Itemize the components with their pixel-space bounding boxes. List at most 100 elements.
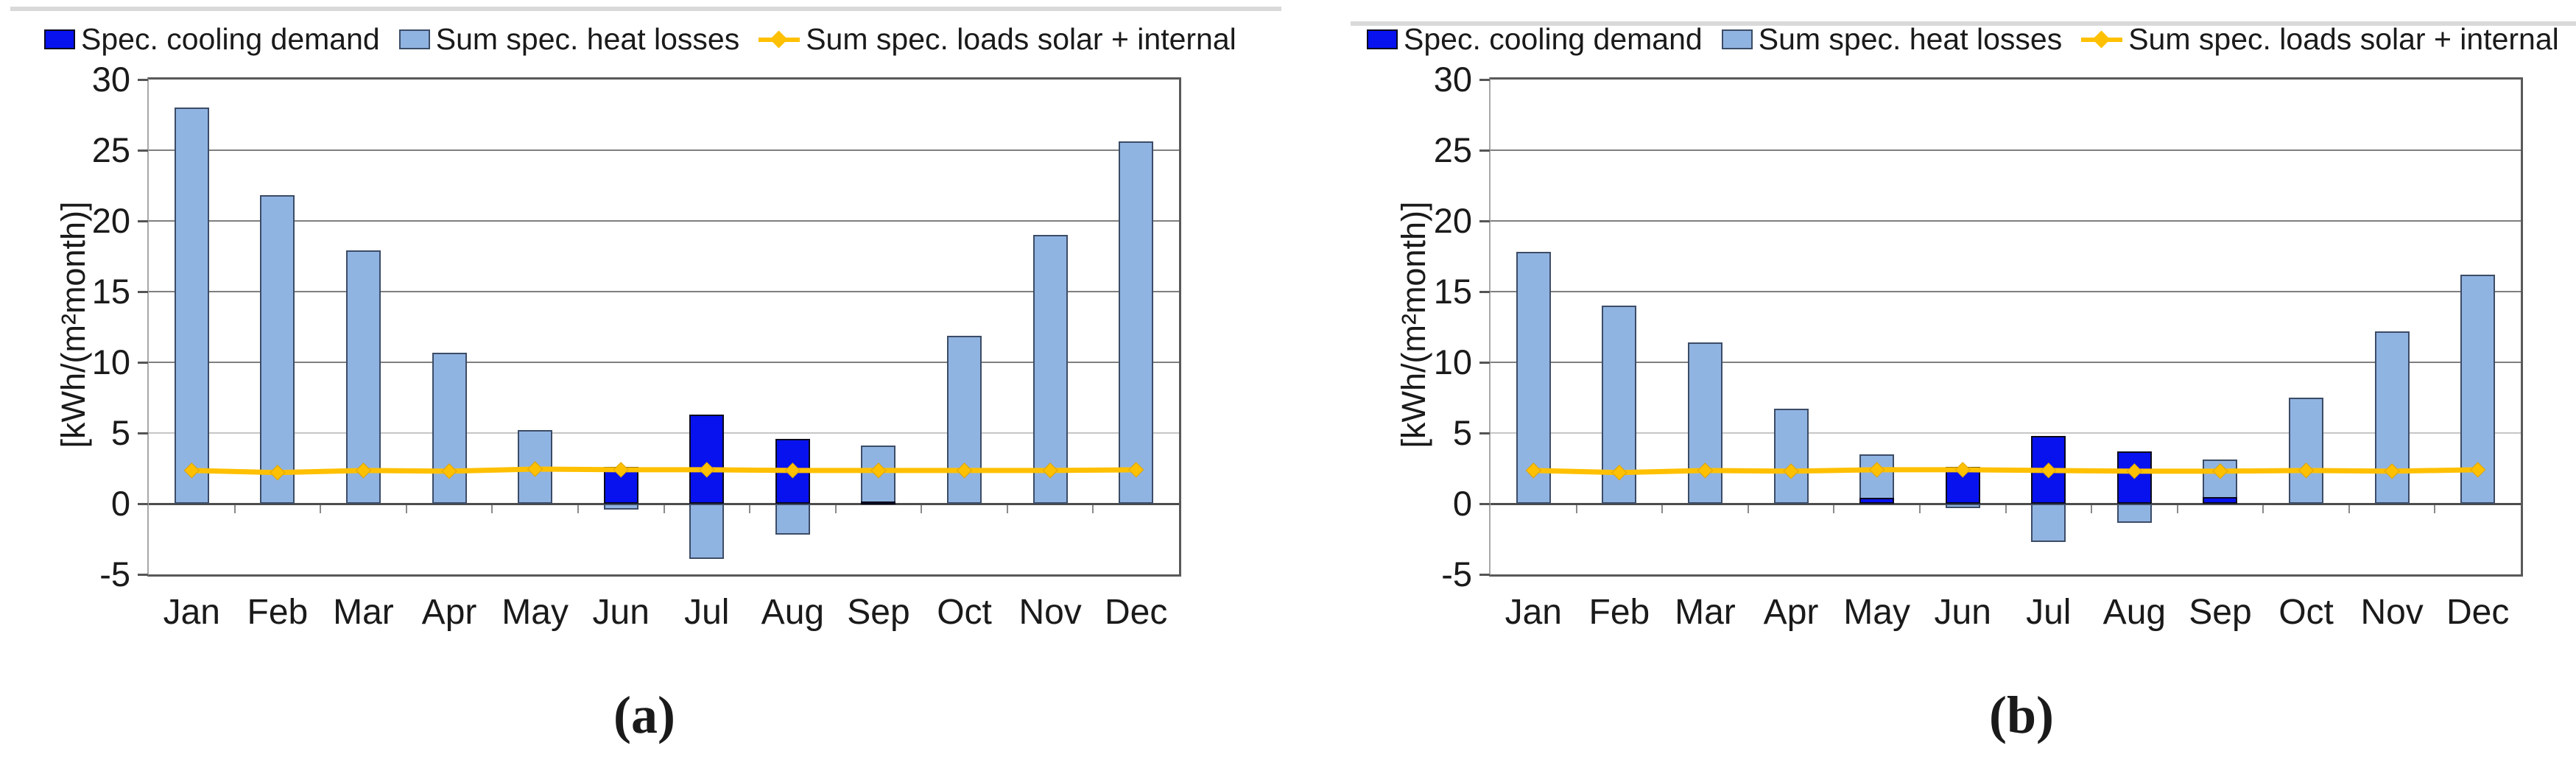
month-label-Nov: Nov: [2360, 593, 2424, 632]
legend-label-cooling: Spec. cooling demand: [81, 22, 380, 56]
line-diamond-icon: [2081, 30, 2123, 49]
y-axis-tick: [1479, 502, 1490, 505]
gridline-10: [149, 362, 1179, 363]
loads-marker: [441, 463, 457, 479]
y-tick-label: 5: [110, 413, 130, 452]
month-label-Oct: Oct: [2278, 593, 2334, 632]
month-label-Dec: Dec: [2446, 593, 2510, 632]
y-axis-tick: [138, 149, 148, 152]
x-axis-tick: [1918, 504, 1921, 513]
x-axis-tick: [405, 504, 407, 513]
x-axis-tick: [663, 504, 665, 513]
x-axis-tick: [2434, 504, 2436, 513]
cooling-square-icon: [44, 29, 75, 49]
y-axis-tick: [1479, 149, 1490, 152]
month-label-Jul: Jul: [684, 593, 730, 632]
loads-marker: [1954, 462, 1971, 478]
month-label-Apr: Apr: [1763, 593, 1819, 632]
loads-marker: [1868, 462, 1885, 478]
month-label-Jun: Jun: [1934, 593, 1991, 632]
y-tick-label: 10: [91, 342, 130, 381]
loads-marker: [2470, 462, 2486, 478]
month-label-Jan: Jan: [1505, 593, 1562, 632]
bar-heat-losses-Aug: [775, 504, 810, 535]
y-tick-label: 15: [91, 272, 130, 311]
bar-heat-losses-Dec: [1119, 141, 1154, 504]
month-label-Sep: Sep: [847, 593, 910, 632]
bar-heat-losses-Jun: [603, 504, 638, 510]
loads-marker: [1128, 462, 1144, 478]
loads-marker: [270, 465, 286, 481]
cooling-square-icon: [1367, 29, 1398, 49]
x-axis-tick: [2348, 504, 2350, 513]
loads-marker: [1042, 462, 1058, 479]
y-tick-label: 5: [1452, 413, 1472, 452]
y-axis-tick: [138, 78, 148, 81]
loads-marker: [2212, 463, 2228, 479]
loads-marker: [699, 462, 715, 478]
y-axis-tick: [138, 361, 148, 364]
month-label-Feb: Feb: [1588, 593, 1650, 632]
y-axis-tick: [138, 432, 148, 434]
loads-line-b: [1525, 462, 2486, 481]
month-label-Mar: Mar: [333, 593, 394, 632]
gridline-25: [149, 149, 1179, 151]
month-label-Mar: Mar: [1675, 593, 1736, 632]
month-label-Jun: Jun: [592, 593, 650, 632]
legend-label-cooling: Spec. cooling demand: [1404, 22, 1703, 56]
month-label-Dec: Dec: [1105, 593, 1168, 632]
x-axis-tick: [1833, 504, 1835, 513]
y-axis-tick: [1479, 361, 1490, 364]
loads-marker: [1611, 465, 1627, 481]
y-axis-tick: [1479, 432, 1490, 434]
heat-square-icon: [1721, 29, 1753, 49]
legend-item-heat-losses: Sum spec. heat losses: [398, 22, 739, 57]
legend-item-heat-losses: Sum spec. heat losses: [1721, 22, 2062, 57]
gridline-25: [1491, 149, 2521, 151]
bar-cooling-demand-Jun: [1945, 467, 1980, 504]
gridline-5: [149, 432, 1179, 434]
y-axis-tick: [1479, 290, 1490, 293]
legend-item-cooling: Spec. cooling demand: [44, 22, 380, 57]
loads-marker: [784, 462, 801, 479]
x-axis-tick: [1575, 504, 1577, 513]
legend-item-loads: Sum spec. loads solar + internal: [759, 22, 1236, 57]
y-tick-label: 25: [91, 130, 130, 169]
y-axis-tick: [1479, 573, 1490, 576]
y-tick-label: 20: [91, 201, 130, 240]
x-axis-tick: [1006, 504, 1008, 513]
x-axis-tick: [2091, 504, 2093, 513]
y-tick-label: 20: [1433, 201, 1472, 240]
bar-heat-losses-Dec: [2460, 274, 2496, 504]
legend-item-loads: Sum spec. loads solar + internal: [2081, 22, 2559, 57]
figure-top-border-a: [10, 7, 1281, 11]
y-axis-title-a: [kWh/(m²month)]: [54, 201, 92, 448]
loads-marker: [355, 462, 372, 479]
y-axis-tick: [138, 219, 148, 222]
bar-heat-losses-Jul: [2031, 504, 2066, 542]
month-label-Sep: Sep: [2189, 593, 2252, 632]
heat-square-icon: [398, 29, 430, 49]
month-label-Jan: Jan: [163, 593, 220, 632]
legend-label-loads: Sum spec. loads solar + internal: [806, 22, 1236, 56]
x-axis-tick: [233, 504, 236, 513]
x-axis-tick: [1092, 504, 1094, 513]
month-label-May: May: [502, 593, 569, 632]
loads-marker: [956, 462, 973, 479]
y-axis-tick: [1479, 219, 1490, 222]
y-tick-label: -5: [1441, 555, 1472, 594]
bar-heat-losses-Feb: [260, 195, 295, 504]
bar-heat-losses-Oct: [947, 335, 982, 504]
y-axis-tick: [138, 502, 148, 505]
y-tick-label: 15: [1433, 272, 1472, 311]
y-axis-title-b: [kWh/(m²month)]: [1395, 201, 1432, 448]
month-label-Aug: Aug: [761, 593, 825, 632]
gridline-0: [149, 502, 1179, 505]
loads-marker: [1783, 463, 1799, 479]
month-label-Jul: Jul: [2026, 593, 2072, 632]
loads-marker: [1697, 462, 1714, 479]
bar-heat-losses-Apr: [1773, 409, 1809, 504]
bar-cooling-demand-Sep: [861, 501, 896, 505]
month-label-Oct: Oct: [937, 593, 992, 632]
bar-heat-losses-Jul: [689, 504, 725, 559]
